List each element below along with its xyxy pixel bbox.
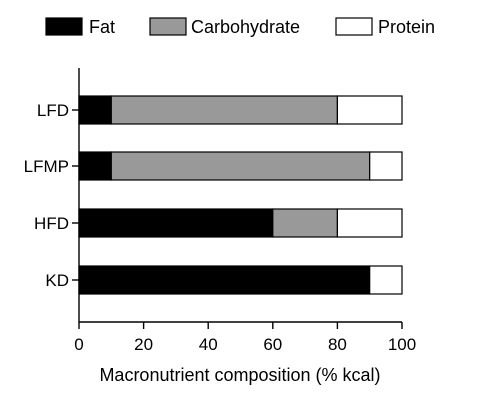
x-tick-label: 40: [199, 335, 218, 354]
y-tick-label-lfd: LFD: [37, 101, 69, 120]
legend-swatch-carbohydrate: [149, 17, 187, 36]
x-tick-label: 100: [388, 335, 416, 354]
bar-segment-hfd-fat: [78, 208, 274, 238]
bar-segment-lfd-carbohydrate: [110, 95, 339, 125]
bar-segment-kd-fat: [78, 265, 371, 295]
x-axis-title: Macronutrient composition (% kcal): [99, 365, 380, 385]
x-tick-label: 20: [134, 335, 153, 354]
legend-label-protein: Protein: [378, 17, 435, 37]
legend-label-carbohydrate: Carbohydrate: [191, 17, 300, 37]
x-tick-label: 60: [263, 335, 282, 354]
legend: Fat Carbohydrate Protein: [45, 17, 435, 37]
legend-swatch-protein: [335, 17, 373, 36]
y-tick-label-hfd: HFD: [34, 214, 69, 233]
axes: 0 20 40 60 80 100 LFD LFMP HFD KD: [24, 68, 416, 354]
y-tick-label-lfmp: LFMP: [24, 157, 69, 176]
bar-segment-kd-protein: [369, 265, 403, 295]
legend-swatch-fat: [45, 17, 83, 36]
bars: [78, 95, 403, 295]
bar-segment-lfd-protein: [336, 95, 403, 125]
y-tick-label-kd: KD: [45, 271, 69, 290]
bar-segment-lfmp-carbohydrate: [110, 151, 371, 181]
bar-segment-hfd-protein: [336, 208, 403, 238]
bar-segment-hfd-carbohydrate: [272, 208, 338, 238]
bar-segment-lfmp-fat: [78, 151, 112, 181]
bar-segment-lfmp-protein: [369, 151, 403, 181]
legend-label-fat: Fat: [89, 17, 115, 37]
x-tick-label: 80: [328, 335, 347, 354]
bar-segment-lfd-fat: [78, 95, 112, 125]
x-tick-label: 0: [74, 335, 83, 354]
